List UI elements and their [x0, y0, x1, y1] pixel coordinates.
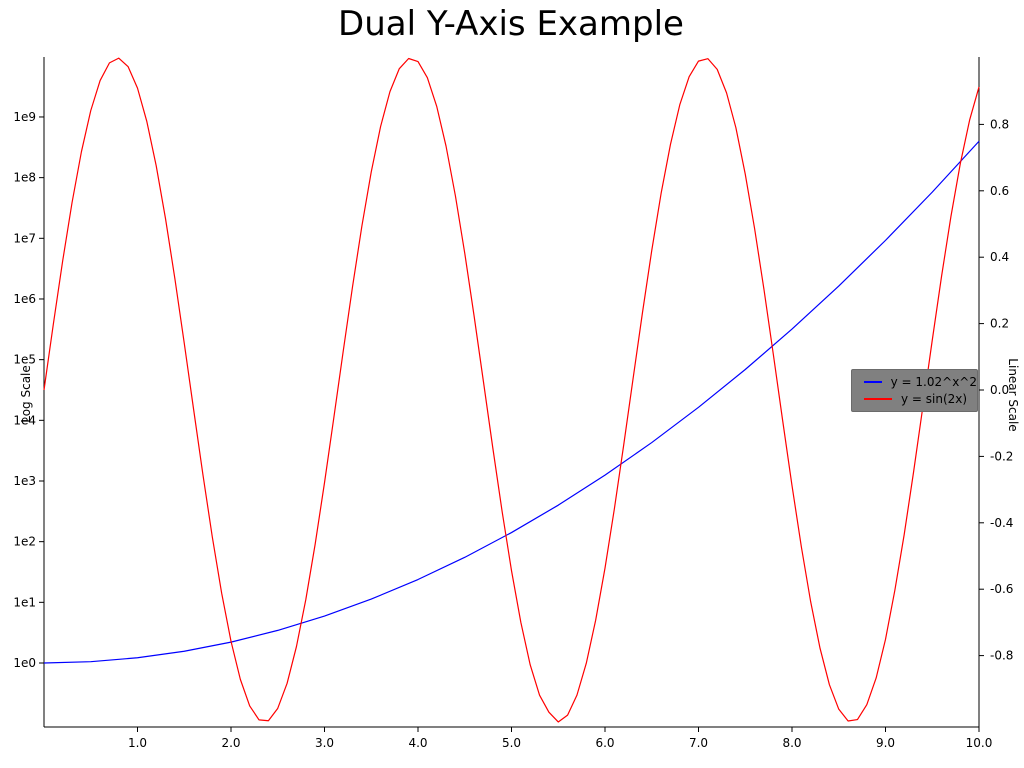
- legend-line-swatch: [864, 381, 882, 383]
- legend: y = 1.02^x^2 y = sin(2x): [851, 369, 978, 412]
- left-tick-label: 1e5: [13, 353, 36, 367]
- legend-entry-1: y = sin(2x): [864, 392, 977, 406]
- legend-line-swatch: [864, 398, 892, 400]
- left-tick-label: 1e6: [13, 292, 36, 306]
- x-tick-label: 1.0: [128, 736, 147, 750]
- right-tick-label: 0.0: [990, 383, 1009, 397]
- left-tick-label: 1e8: [13, 171, 36, 185]
- x-tick-label: 2.0: [221, 736, 240, 750]
- x-tick-label: 8.0: [782, 736, 801, 750]
- right-tick-label: -0.6: [990, 582, 1013, 596]
- right-tick-label: -0.4: [990, 516, 1013, 530]
- series-line-1: [43, 57, 980, 723]
- legend-label: y = sin(2x): [901, 392, 968, 406]
- x-tick-label: 3.0: [315, 736, 334, 750]
- left-tick-label: 1e9: [13, 110, 36, 124]
- legend-entry-0: y = 1.02^x^2: [864, 375, 977, 389]
- left-tick-label: 1e7: [13, 231, 36, 245]
- right-tick-label: -0.2: [990, 449, 1013, 463]
- left-axis-label: Log Scale: [19, 365, 33, 423]
- legend-label: y = 1.02^x^2: [890, 375, 977, 389]
- right-tick-label: -0.8: [990, 649, 1013, 663]
- right-tick-label: 0.2: [990, 317, 1009, 331]
- x-tick-label: 10.0: [966, 736, 993, 750]
- left-tick-label: 1e4: [13, 413, 36, 427]
- right-tick-label: 0.8: [990, 117, 1009, 131]
- x-tick-label: 6.0: [595, 736, 614, 750]
- series-line-0: [43, 140, 980, 664]
- x-tick-label: 4.0: [408, 736, 427, 750]
- x-tick-label: 5.0: [502, 736, 521, 750]
- x-tick-label: 9.0: [876, 736, 895, 750]
- left-tick-label: 1e2: [13, 535, 36, 549]
- left-tick-label: 1e1: [13, 595, 36, 609]
- right-tick-label: 0.6: [990, 184, 1009, 198]
- chart-title: Dual Y-Axis Example: [338, 4, 684, 44]
- right-tick-label: 0.4: [990, 250, 1009, 264]
- x-tick-label: 7.0: [689, 736, 708, 750]
- left-tick-label: 1e3: [13, 474, 36, 488]
- left-tick-label: 1e0: [13, 656, 36, 670]
- right-axis-label: Linear Scale: [1006, 358, 1020, 432]
